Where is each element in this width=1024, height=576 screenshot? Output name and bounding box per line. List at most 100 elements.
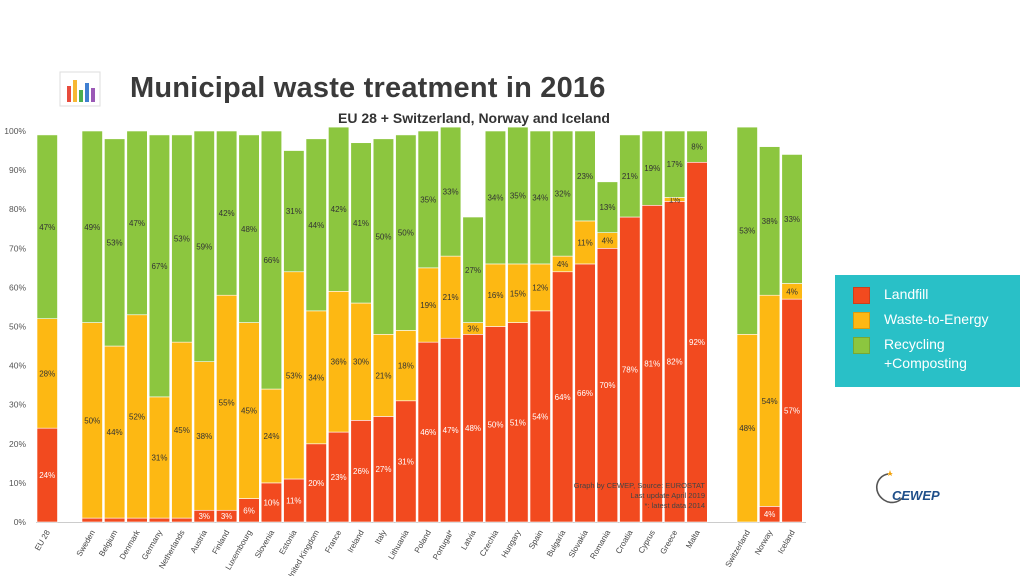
data-label: 23% <box>331 473 347 482</box>
data-label: 53% <box>286 371 302 380</box>
x-tick-label: Estonia <box>277 528 298 556</box>
legend: Landfill Waste-to-Energy Recycling +Comp… <box>835 275 1020 387</box>
y-tick-label: 40% <box>9 361 26 371</box>
x-tick-label: Czechia <box>478 528 501 558</box>
data-label: 44% <box>308 221 324 230</box>
x-tick-label: Iceland <box>776 529 797 556</box>
x-tick-label: Malta <box>684 528 702 550</box>
data-label: 70% <box>599 381 615 390</box>
data-label: 44% <box>107 428 123 437</box>
data-label: 19% <box>644 164 660 173</box>
chart-subtitle: EU 28 + Switzerland, Norway and Iceland <box>338 110 610 126</box>
source-note-line: Graph by CEWEP, Source: EUROSTAT <box>573 481 705 490</box>
data-label: 55% <box>219 399 235 408</box>
bar-recycling <box>440 126 462 257</box>
bar-recycling <box>193 130 215 362</box>
x-tick-label: Switzerland <box>724 529 752 569</box>
data-label: 78% <box>622 366 638 375</box>
x-tick-label: EU 28 <box>33 528 52 552</box>
data-label: 26% <box>353 467 369 476</box>
data-label: 53% <box>739 227 755 236</box>
data-label: 28% <box>39 369 55 378</box>
bar-recycling <box>484 130 507 265</box>
cewep-logo-text: CEWEP <box>892 488 940 503</box>
data-label: 53% <box>174 235 190 244</box>
data-label: 6% <box>243 506 255 515</box>
data-label: 81% <box>644 360 660 369</box>
legend-label: Waste-to-Energy <box>884 311 989 327</box>
bar-recycling <box>81 130 103 323</box>
data-label: 46% <box>420 428 436 437</box>
data-label: 33% <box>443 188 459 197</box>
data-label: 15% <box>510 289 526 298</box>
bar-recycling <box>574 130 596 222</box>
data-label: 48% <box>465 424 481 433</box>
bar-recycling <box>736 126 758 335</box>
x-tick-label: Poland <box>413 529 433 555</box>
y-tick-label: 60% <box>9 282 26 292</box>
data-label: 38% <box>762 217 778 226</box>
bar-chart-icon <box>59 71 101 107</box>
x-tick-label: France <box>323 528 344 555</box>
bar-recycling <box>664 130 686 198</box>
y-tick-label: 80% <box>9 204 26 214</box>
data-label: 32% <box>555 190 571 199</box>
bar-recycling <box>36 134 58 319</box>
data-label: 38% <box>196 432 212 441</box>
data-label: 42% <box>219 209 235 218</box>
data-label: 10% <box>263 498 279 507</box>
bar-landfill <box>104 517 126 523</box>
x-tick-label: Cyprus <box>637 529 657 555</box>
data-label: 42% <box>331 205 347 214</box>
x-tick-label: Belgium <box>97 528 119 558</box>
data-label: 31% <box>286 207 302 216</box>
data-label: 53% <box>107 238 123 247</box>
data-label: 67% <box>151 262 167 271</box>
x-tick-label: Slovakia <box>567 528 590 559</box>
x-tick-label: Italy <box>373 529 388 546</box>
data-label: 4% <box>764 510 776 519</box>
data-label: 31% <box>398 457 414 466</box>
data-label: 45% <box>241 407 257 416</box>
data-label: 4% <box>786 287 798 296</box>
bar-landfill <box>81 517 103 523</box>
bar-recycling <box>126 130 148 316</box>
data-label: 35% <box>420 195 436 204</box>
data-label: 24% <box>39 471 55 480</box>
source-note: Graph by CEWEP, Source: EUROSTAT Last up… <box>540 481 705 511</box>
x-tick-label: Bulgaria <box>545 528 568 558</box>
data-label: 51% <box>510 418 526 427</box>
bar-recycling <box>781 154 803 284</box>
data-label: 12% <box>532 283 548 292</box>
data-label: 24% <box>263 432 279 441</box>
data-label: 1% <box>669 195 681 204</box>
y-tick-label: 20% <box>9 439 26 449</box>
bar-recycling <box>238 134 260 323</box>
bar-recycling <box>596 181 619 233</box>
bar-recycling <box>462 216 484 323</box>
x-tick-label: Greece <box>658 528 679 556</box>
data-label: 50% <box>398 229 414 238</box>
data-label: 47% <box>39 223 55 232</box>
data-label: 3% <box>467 324 479 333</box>
legend-swatch <box>853 337 870 354</box>
data-label: 54% <box>532 412 548 421</box>
data-label: 49% <box>84 223 100 232</box>
data-label: 4% <box>602 236 614 245</box>
bar-recycling <box>350 142 372 304</box>
bar-recycling <box>283 150 305 273</box>
bar-recycling <box>417 130 439 269</box>
bar-recycling <box>260 130 283 390</box>
cewep-logo-icon <box>876 470 903 504</box>
data-label: 11% <box>577 238 592 247</box>
bar-recycling <box>148 134 170 398</box>
x-tick-label: Denmark <box>118 528 143 561</box>
data-label: 50% <box>487 420 503 429</box>
x-tick-label: Spain <box>527 529 545 551</box>
data-label: 36% <box>331 358 347 367</box>
y-tick-label: 50% <box>9 322 26 332</box>
x-tick-label: Croatia <box>614 528 635 555</box>
x-tick-label: Germany <box>140 529 164 562</box>
bar-landfill <box>126 517 148 523</box>
